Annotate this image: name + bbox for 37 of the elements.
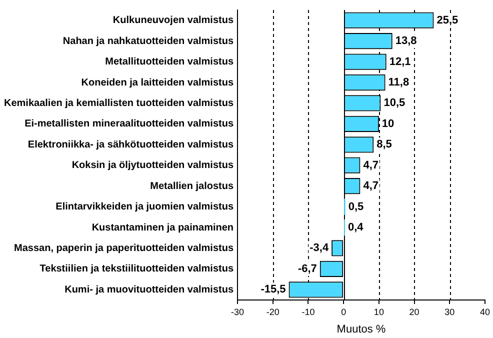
y-tick-label: Nahan ja nahkatuotteiden valmistus (62, 36, 234, 47)
data-label: 4,7 (363, 180, 378, 192)
y-tick-label: Metallien jalostus (150, 180, 234, 192)
data-label: 10 (382, 118, 394, 130)
x-tick-label: -30 (231, 306, 244, 317)
y-tick-label: Kumi- ja muovituotteiden valmistus (64, 284, 234, 296)
data-label: 10,5 (384, 97, 406, 110)
x-tick-label: 40 (480, 306, 490, 317)
data-label: 12,1 (389, 56, 411, 68)
y-tick-label: Elintarvikkeiden ja juomien valmistus (56, 202, 234, 213)
y-tick-label: Kulkuneuvojen valmistus (112, 15, 234, 26)
data-label: 0,4 (348, 222, 364, 234)
data-label: -3,4 (310, 242, 330, 254)
data-label: 8,5 (376, 138, 392, 151)
data-label: 4,7 (363, 159, 378, 172)
data-label: -15,5 (260, 284, 286, 296)
y-tick-label: Massan, paperin ja paperituotteiden valmistus (14, 242, 234, 254)
x-tick-label: -20 (266, 306, 280, 317)
x-tick-label: -10 (302, 306, 315, 317)
x-tick-label: 30 (444, 306, 455, 317)
y-tick-label: Koksin ja öljytuotteiden valmistus (72, 160, 234, 172)
x-tick-label: 20 (409, 306, 420, 317)
y-tick-label: Ei-metallisten mineraalituotteiden valmistus (24, 118, 234, 130)
data-label: 0,5 (348, 200, 364, 213)
data-label: 11,8 (388, 76, 410, 89)
x-tick-label: 10 (374, 306, 384, 317)
y-tick-label: Tekstiilien ja tekstiilituotteiden valmistus (40, 264, 234, 275)
y-tick-label: Kustantaminen ja painaminen (92, 222, 234, 234)
x-axis-title: Muutos % (336, 323, 386, 336)
y-tick-label: Elektroniikka- ja sähkötuotteiden valmistus (28, 139, 234, 150)
data-label: 25,5 (436, 14, 458, 26)
y-tick-label: Metallituotteiden valmistus (105, 56, 234, 68)
y-tick-label: Koneiden ja laitteiden valmistus (81, 77, 234, 88)
x-tick-label: 0 (341, 306, 346, 317)
data-label: -6,7 (298, 262, 317, 275)
y-tick-label: Kemikaalien ja kemiallisten tuotteiden valmistus (4, 98, 234, 109)
data-label: 13,8 (395, 35, 417, 48)
